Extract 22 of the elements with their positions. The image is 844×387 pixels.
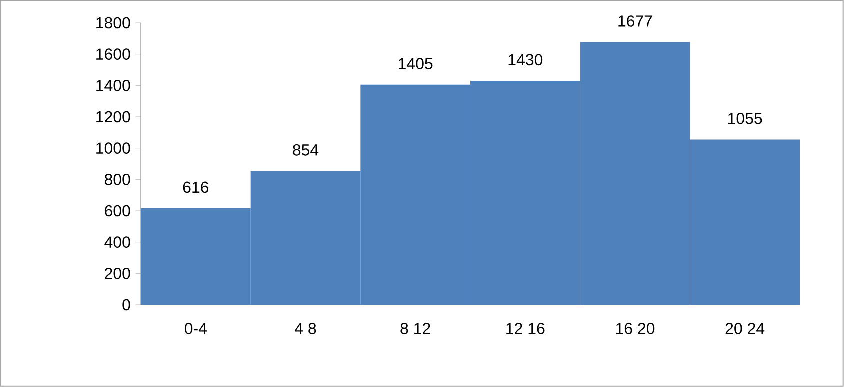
data-label: 854 <box>293 144 319 156</box>
y-tick-label: 200 <box>105 268 130 280</box>
x-tick-label: 4 8 <box>295 323 316 334</box>
y-tick-label: 1000 <box>96 142 130 154</box>
data-label: 1430 <box>508 54 543 66</box>
x-tick-label: 0-4 <box>184 323 208 334</box>
y-tick-label: 1400 <box>96 80 130 92</box>
data-label: 616 <box>183 182 209 194</box>
y-tick-label: 400 <box>104 236 130 248</box>
y-tick-label: 800 <box>104 174 130 186</box>
x-tick-label: 8 12 <box>400 323 430 334</box>
y-tick-label: 0 <box>122 299 130 311</box>
x-tick-label: 16 20 <box>616 323 655 334</box>
y-tick-label: 1200 <box>96 111 130 123</box>
y-tick-label: 1600 <box>96 48 130 60</box>
data-label: 1055 <box>728 113 762 124</box>
data-label: 1405 <box>399 58 433 70</box>
y-tick-label: 1800 <box>96 17 130 29</box>
data-label: 1677 <box>618 16 652 27</box>
x-tick-label: 12 16 <box>506 323 545 334</box>
x-tick-label: 20 24 <box>726 323 765 334</box>
y-tick-label: 600 <box>105 205 130 217</box>
